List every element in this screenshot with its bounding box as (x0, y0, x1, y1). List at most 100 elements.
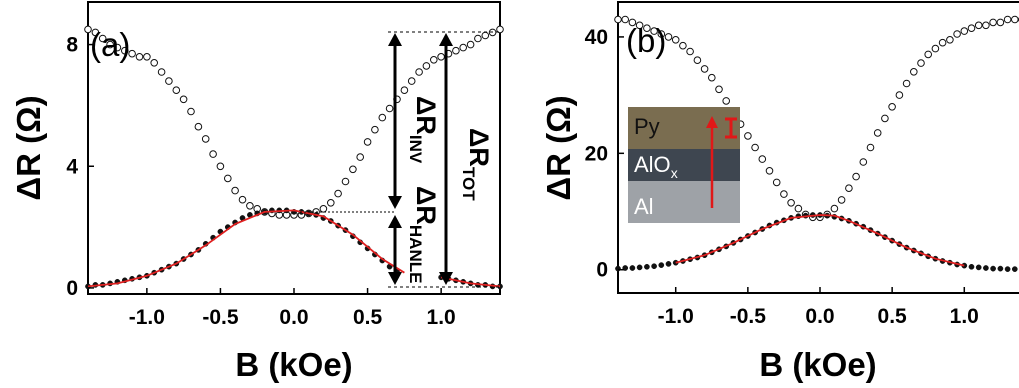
panel-b-open-point (938, 38, 947, 47)
panel-a-axes: -1.0 -0.5 0.0 0.5 1.0 0 4 8 (66, 34, 455, 329)
panel-a-open-point (327, 199, 335, 207)
panel-a-open-point (400, 86, 409, 94)
panel-a-open-point (496, 25, 504, 34)
panel-b-open-point (895, 91, 904, 99)
panel-a-open-point (150, 59, 158, 67)
panel-a-open-point (209, 150, 217, 158)
panel-b-filled-point (636, 264, 643, 271)
panel-a-open-point (437, 53, 445, 61)
panel-b-open-point (693, 56, 702, 65)
panel-a-marks (84, 25, 504, 290)
panel-b-filled-point (975, 264, 982, 271)
panel-b-marks (614, 15, 1019, 272)
panel-a-y-tick-label: 0 (66, 277, 78, 300)
panel-b-open-point (751, 143, 759, 152)
panel-b-x-tick-label: 0.5 (878, 305, 908, 328)
delta-r-tot-label: ΔRTOT (459, 128, 494, 201)
panel-b-open-point (787, 199, 795, 207)
panel-a-open-point (135, 53, 144, 61)
alox-layer-label: AlOx (634, 152, 678, 181)
panel-b-open-point (881, 114, 889, 123)
panel-b-x-axis-label: B (kOe) (759, 346, 876, 383)
panel-b-open-point (628, 18, 637, 27)
panel-a-open-point (371, 125, 379, 134)
panel-b-open-point (621, 15, 630, 24)
panel-b-x-tick-label: -0.5 (730, 305, 767, 328)
panel-b-open-point (794, 204, 803, 213)
layer-stack-inset: Py AlOx Al (628, 107, 740, 223)
panel-a-open-point (113, 43, 122, 52)
panel-a-open-point (407, 77, 416, 85)
panel-a-open-point (356, 153, 365, 161)
al-layer-label: Al (634, 194, 654, 219)
panel-b-open-point (982, 21, 990, 30)
panel-a-open-point (84, 25, 92, 34)
delta-r-inv-label: ΔRINV (406, 96, 441, 164)
alox-layer (628, 149, 740, 181)
panel-b-open-point (989, 18, 997, 27)
panel-b-open-point (946, 36, 954, 44)
panel-a-label: (a) (90, 26, 130, 63)
current-bar-icon (725, 117, 737, 139)
panel-a-fit-line-3 (440, 276, 501, 288)
panel-a-open-point (157, 68, 166, 76)
panel-b-open-point (744, 132, 752, 140)
panel-b-open-point (924, 50, 933, 59)
panel-a-open-point (121, 46, 129, 55)
panel-b-open-point (974, 21, 983, 30)
panel-b-y-tick-label: 0 (596, 259, 608, 282)
panel-b-filled-point (658, 262, 665, 268)
py-layer-label: Py (634, 114, 660, 139)
panel-b-x-tick-label: 0.0 (805, 305, 834, 328)
panel-b-filled-point (1011, 266, 1018, 272)
panel-b-open-point (635, 21, 644, 30)
panel-b-open-point (671, 36, 680, 44)
panel-b-open-point (643, 24, 651, 33)
panel-b-open-point (657, 30, 666, 38)
panel-b-filled-point (968, 263, 975, 270)
panel-b-open-point (772, 178, 781, 187)
panel-a-x-tick-label: -0.5 (202, 306, 239, 329)
panel-a-open-point (128, 49, 136, 58)
panel-b-open-point (650, 27, 658, 35)
panel-b-open-point (765, 167, 774, 175)
panel-b-open-point (1011, 15, 1019, 24)
panel-b-y-axis-label: ΔR (Ω) (540, 95, 577, 200)
panel-b-open-point (967, 24, 976, 33)
panel-a-open-point (165, 77, 173, 85)
panel-a-open-point (98, 34, 107, 43)
panel-a-open-point (194, 122, 203, 131)
panel-a-open-point (216, 162, 225, 171)
panel-a-open-point (341, 177, 350, 186)
panel-b-filled-point (1004, 266, 1011, 272)
panel-a-fit-line-2 (87, 209, 405, 288)
panel-a-open-point (91, 28, 100, 37)
panel-a-open-point (231, 186, 239, 195)
panel-a-open-point (172, 86, 181, 94)
panel-a-open-point (378, 113, 387, 122)
panel-a-open-point (187, 107, 195, 116)
panel-b-open-point (780, 190, 788, 198)
panel-a-open-point (179, 95, 188, 104)
panel-a-open-point (224, 174, 232, 183)
panel-a-x-tick-label: 0.5 (353, 306, 383, 329)
panel-b-axes: -1.0 -0.5 0.0 0.5 1.0 0 20 40 (585, 26, 979, 328)
panel-b-y-tick-label: 20 (585, 142, 608, 165)
panel-a-x-tick-label: 0.0 (279, 306, 308, 329)
panel-b-filled-point (990, 265, 996, 272)
panel-a-open-point (415, 68, 423, 76)
panel-a-open-point (201, 135, 210, 143)
panel-a-open-point (474, 34, 482, 43)
panel-b-fit-line-2 (675, 214, 965, 267)
panel-a-open-point (466, 40, 475, 49)
panel-b-open-point (837, 196, 846, 204)
panel-b-y-tick-label: 40 (585, 26, 608, 49)
panel-b-open-point (960, 27, 969, 35)
panel-b-open-point (1003, 15, 1012, 24)
panel-b-filled-point (629, 265, 636, 271)
panel-b-open-point (845, 184, 853, 192)
panel-b-filled-point (651, 263, 657, 270)
delta-r-hanle-label: ΔRHANLE (406, 186, 441, 283)
panel-b-open-point (902, 79, 911, 88)
panel-a-open-point (385, 104, 394, 113)
